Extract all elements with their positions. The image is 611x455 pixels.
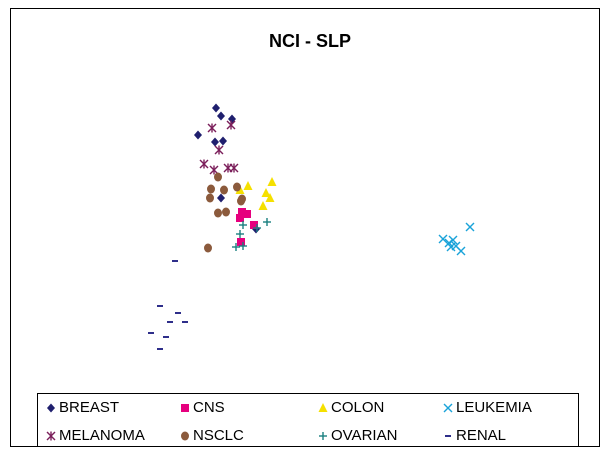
marker-stroke (456, 246, 466, 256)
marker-shape (217, 111, 225, 121)
data-point (236, 214, 244, 222)
data-point (258, 201, 268, 210)
marker-shape (47, 403, 55, 413)
data-point (194, 130, 202, 140)
data-point (209, 165, 219, 175)
data-point (204, 243, 212, 253)
legend-label: CNS (193, 399, 225, 416)
chart-frame (10, 8, 600, 447)
marker-shape (267, 177, 277, 186)
legend-marker (318, 403, 328, 412)
marker-shape (237, 238, 245, 246)
marker-stroke (448, 235, 458, 245)
marker-shape (181, 404, 189, 412)
marker-shape (204, 243, 212, 253)
data-point (219, 136, 227, 146)
legend (37, 393, 579, 447)
legend-marker (319, 432, 327, 440)
marker-shape (220, 185, 228, 195)
marker-stroke (443, 403, 453, 413)
data-point (250, 221, 258, 229)
data-point (220, 185, 228, 195)
marker-shape (318, 403, 328, 412)
data-point (239, 242, 247, 250)
marker-shape (194, 130, 202, 140)
marker-shape (250, 221, 258, 229)
data-point (239, 221, 247, 229)
data-point (222, 207, 230, 217)
legend-marker (181, 404, 189, 412)
data-point (446, 242, 456, 252)
data-point (214, 145, 224, 155)
data-point (212, 103, 220, 113)
legend-label: RENAL (456, 427, 506, 444)
data-point (207, 123, 217, 133)
data-point (199, 159, 209, 169)
data-point (265, 193, 275, 202)
marker-shape (211, 137, 219, 147)
marker-shape (212, 103, 220, 113)
marker-shape (207, 184, 215, 194)
data-point (217, 111, 225, 121)
marker-shape (222, 207, 230, 217)
data-point (233, 182, 241, 192)
data-point (261, 188, 271, 197)
data-point (232, 243, 240, 251)
legend-label: COLON (331, 399, 384, 416)
data-point (217, 193, 225, 203)
marker-shape (217, 193, 225, 203)
data-point (263, 218, 271, 226)
legend-label: NSCLC (193, 427, 244, 444)
legend-label: BREAST (59, 399, 119, 416)
marker-shape (238, 194, 246, 204)
legend-marker (46, 431, 56, 441)
data-point (214, 172, 222, 182)
marker-shape (265, 193, 275, 202)
marker-shape (219, 136, 227, 146)
data-point (243, 181, 253, 190)
marker-shape (238, 208, 246, 216)
data-point (237, 238, 245, 246)
legend-marker (47, 403, 55, 413)
marker-stroke (446, 242, 456, 252)
data-point (238, 194, 246, 204)
marker-shape (214, 172, 222, 182)
data-point (465, 222, 475, 232)
data-point (214, 208, 222, 218)
marker-shape (233, 182, 241, 192)
data-point (238, 208, 246, 216)
data-point (206, 193, 214, 203)
chart-title: NCI - SLP (269, 31, 351, 51)
marker-shape (261, 188, 271, 197)
legend-marker (181, 431, 189, 441)
marker-stroke (465, 222, 475, 232)
marker-shape (258, 201, 268, 210)
legend-marker (443, 403, 453, 413)
marker-shape (243, 210, 251, 218)
marker-shape (214, 208, 222, 218)
legend-label: OVARIAN (331, 427, 397, 444)
data-point (253, 224, 261, 232)
data-point (229, 163, 239, 173)
legend-label: LEUKEMIA (456, 399, 532, 416)
data-point (438, 234, 448, 244)
data-point (267, 177, 277, 186)
legend-label: MELANOMA (59, 427, 145, 444)
data-point (207, 184, 215, 194)
data-point (243, 210, 251, 218)
marker-shape (206, 193, 214, 203)
data-point (456, 246, 466, 256)
marker-shape (181, 431, 189, 441)
marker-shape (243, 181, 253, 190)
data-point (236, 230, 244, 238)
data-point (448, 235, 458, 245)
marker-shape (236, 214, 244, 222)
data-point (226, 120, 236, 130)
marker-stroke (438, 234, 448, 244)
data-point (211, 137, 219, 147)
marker-stroke (444, 238, 454, 248)
